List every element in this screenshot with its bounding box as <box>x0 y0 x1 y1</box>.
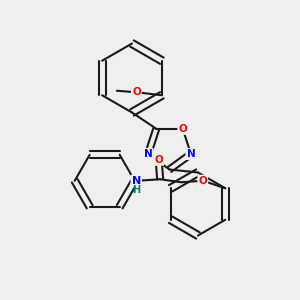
Text: O: O <box>198 176 207 186</box>
Text: H: H <box>132 185 140 195</box>
Text: O: O <box>132 87 141 97</box>
Text: O: O <box>154 155 163 165</box>
Text: N: N <box>187 149 195 159</box>
Text: N: N <box>144 149 152 159</box>
Text: N: N <box>132 176 141 186</box>
Text: O: O <box>178 124 187 134</box>
